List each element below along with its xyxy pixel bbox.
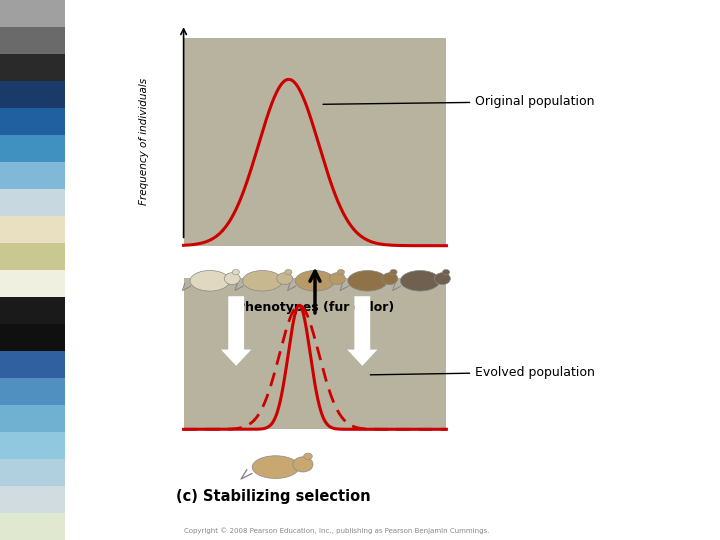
Ellipse shape <box>243 271 282 291</box>
Bar <box>0 378 65 405</box>
Bar <box>0 513 65 540</box>
Text: Phenotypes (fur color): Phenotypes (fur color) <box>236 301 394 314</box>
Bar <box>0 189 65 216</box>
Ellipse shape <box>232 269 239 275</box>
FancyArrow shape <box>347 296 377 366</box>
Ellipse shape <box>225 273 240 285</box>
Bar <box>0 81 65 108</box>
Ellipse shape <box>252 456 299 478</box>
Bar <box>0 108 65 135</box>
Ellipse shape <box>348 271 387 291</box>
Ellipse shape <box>329 273 346 285</box>
Bar <box>184 38 446 246</box>
Ellipse shape <box>435 273 451 285</box>
Text: Copyright © 2008 Pearson Education, Inc., publishing as Pearson Benjamin Cumming: Copyright © 2008 Pearson Education, Inc.… <box>184 527 489 534</box>
Bar <box>0 459 65 486</box>
Bar <box>0 54 65 81</box>
Bar <box>0 27 65 54</box>
FancyArrow shape <box>221 296 251 366</box>
Text: Original population: Original population <box>323 95 595 108</box>
Bar <box>0 351 65 378</box>
Bar <box>0 432 65 459</box>
Ellipse shape <box>382 273 397 285</box>
Ellipse shape <box>293 457 313 472</box>
Bar <box>0 216 65 243</box>
Ellipse shape <box>442 269 449 275</box>
Text: Frequency of individuals: Frequency of individuals <box>139 78 149 205</box>
Text: (c) Stabilizing selection: (c) Stabilizing selection <box>176 489 371 504</box>
Bar <box>0 270 65 297</box>
Ellipse shape <box>284 269 292 275</box>
Ellipse shape <box>337 269 344 275</box>
Ellipse shape <box>190 271 230 291</box>
Bar <box>184 278 446 429</box>
Bar <box>0 405 65 432</box>
Bar <box>0 297 65 324</box>
Bar <box>0 486 65 513</box>
Ellipse shape <box>304 453 312 460</box>
Bar <box>0 243 65 270</box>
Ellipse shape <box>400 271 440 291</box>
Ellipse shape <box>295 271 335 291</box>
Ellipse shape <box>390 269 397 275</box>
Bar <box>0 324 65 351</box>
Bar <box>0 162 65 189</box>
Bar <box>0 0 65 27</box>
Text: Evolved population: Evolved population <box>370 366 595 379</box>
Bar <box>0 135 65 162</box>
Ellipse shape <box>276 273 292 285</box>
